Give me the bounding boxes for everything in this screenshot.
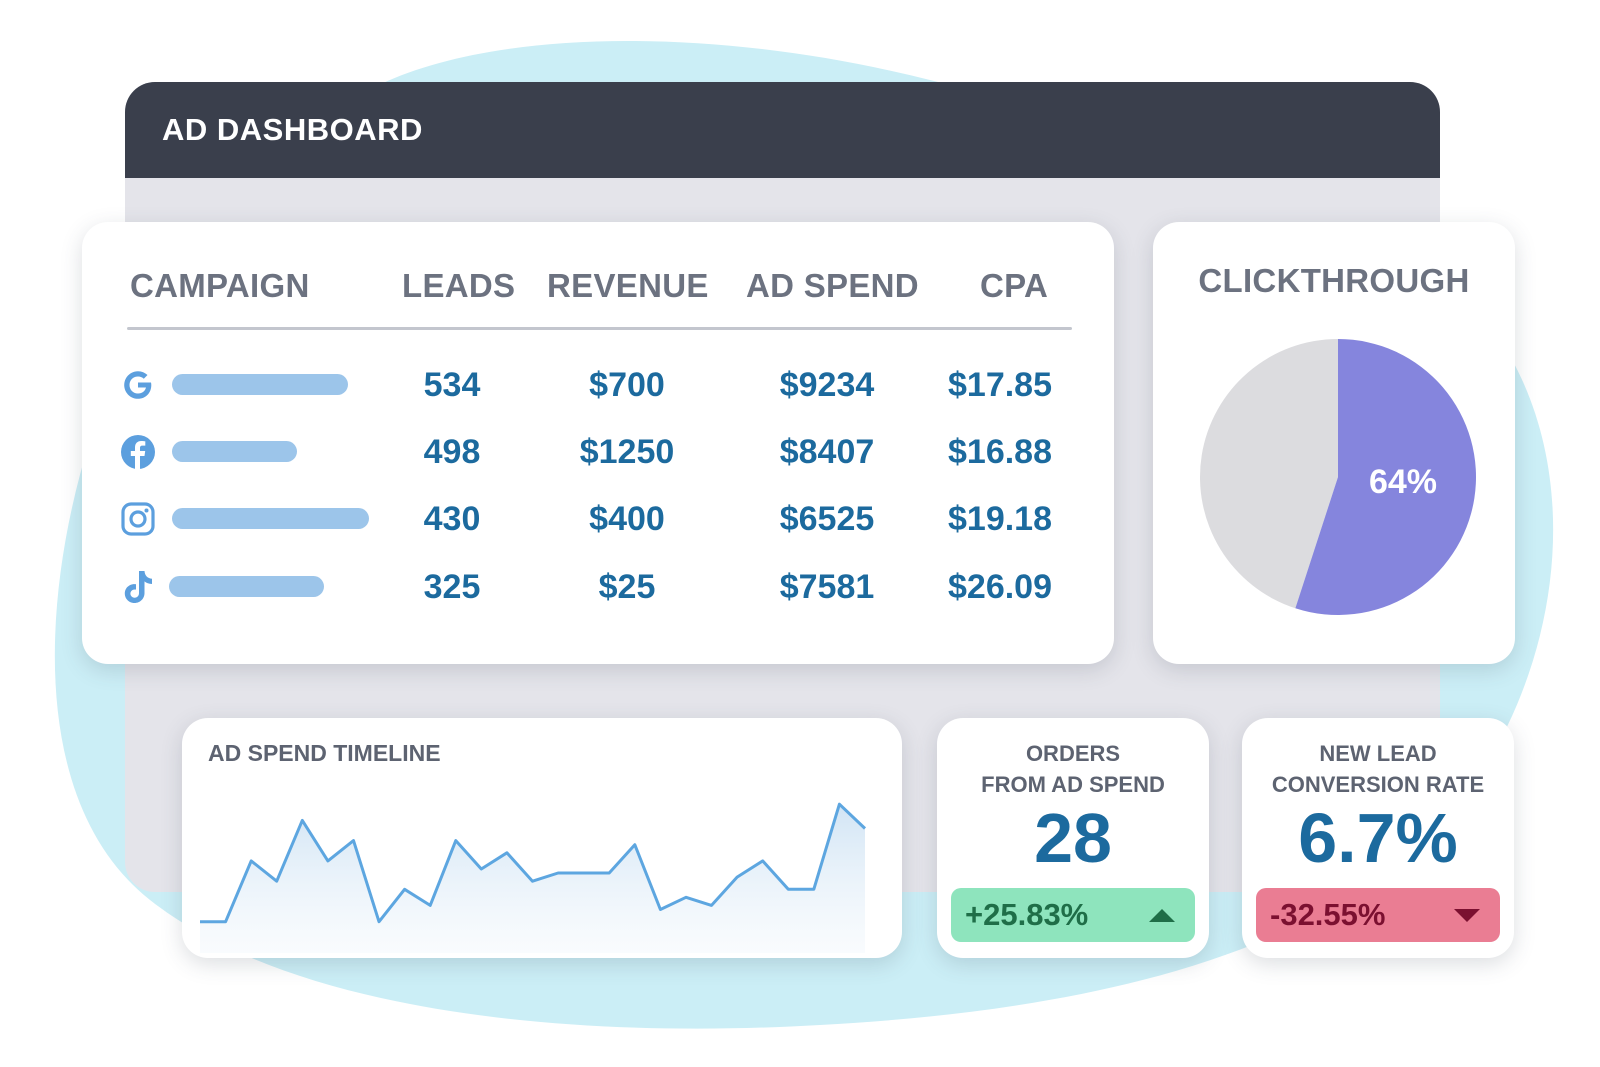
revenue-value: $1250 [579,433,675,471]
timeline-area-fill [200,804,865,953]
cpa-value: $26.09 [948,568,1052,606]
leads-value: 534 [423,366,481,404]
clickthrough-title: CLICKTHROUGH [1198,262,1470,299]
leads-value: 430 [423,500,481,538]
conversion-label-line1: NEW LEAD [1319,741,1437,766]
campaign-name-placeholder [172,508,369,529]
orders-value: 28 [1034,799,1112,877]
table-row[interactable]: 534 $700 $9234 $17.85 [82,360,1114,410]
leads-value: 325 [423,568,481,606]
ad-spend-timeline-card: AD SPEND TIMELINE [182,718,902,958]
header-leads[interactable]: LEADS [402,267,516,304]
triangle-down-icon [1454,908,1480,922]
dashboard-title: AD DASHBOARD [162,112,423,147]
orders-label-line2: FROM AD SPEND [981,772,1165,797]
campaign-name-placeholder [172,441,297,462]
header-cpa[interactable]: CPA [980,267,1049,304]
revenue-value: $25 [598,568,656,606]
tiktok-icon [124,571,152,603]
ad-spend-value: $6525 [779,500,875,538]
orders-delta-value: +25.83% [965,897,1089,932]
cpa-value: $16.88 [948,433,1052,471]
orders-kpi-card: ORDERS FROM AD SPEND 28 +25.83% [937,718,1209,958]
ad-spend-value: $9234 [779,366,875,404]
orders-label-line1: ORDERS [1025,741,1121,766]
google-icon [124,371,152,399]
timeline-series-line[interactable] [200,802,867,924]
conversion-delta-badge: -32.55% [1256,888,1500,942]
ad-spend-value: $8407 [779,433,875,471]
instagram-icon [121,502,155,536]
conversion-delta-value: -32.55% [1270,897,1386,932]
orders-delta-badge: +25.83% [951,888,1195,942]
conversion-label-line2: CONVERSION RATE [1271,772,1485,797]
header-ad-spend[interactable]: AD SPEND [746,267,919,304]
clickthrough-pie-chart: 64% [1200,339,1476,615]
ad-spend-timeline-chart [200,802,867,953]
table-row[interactable]: 498 $1250 $8407 $16.88 [82,427,1114,477]
header-campaign[interactable]: CAMPAIGN [130,267,310,304]
leads-value: 498 [423,433,481,471]
ad-spend-value: $7581 [779,568,875,606]
clickthrough-card: CLICKTHROUGH 64% [1153,222,1515,664]
pie-percent-label: 64% [1369,463,1437,501]
timeline-title: AD SPEND TIMELINE [208,740,441,766]
campaign-name-placeholder [172,374,348,395]
header-revenue[interactable]: REVENUE [547,267,709,304]
cpa-value: $19.18 [948,500,1052,538]
revenue-value: $700 [589,366,665,404]
pie-slice-remainder[interactable] [1200,339,1338,609]
conversion-value: 6.7% [1298,799,1458,877]
title-bar: AD DASHBOARD [125,82,1440,178]
triangle-up-icon [1149,908,1175,922]
revenue-value: $400 [589,500,665,538]
facebook-icon [121,435,155,469]
pie-slice-clickthrough[interactable] [1295,339,1476,615]
conversion-kpi-card: NEW LEAD CONVERSION RATE 6.7% -32.55% [1242,718,1514,958]
cpa-value: $17.85 [948,366,1052,404]
campaign-name-placeholder [169,576,324,597]
header-divider [127,327,1072,330]
table-row[interactable]: 325 $25 $7581 $26.09 [82,562,1114,612]
table-row[interactable]: 430 $400 $6525 $19.18 [82,494,1114,544]
campaign-table-card: CAMPAIGN LEADS REVENUE AD SPEND CPA 534 … [82,222,1114,664]
